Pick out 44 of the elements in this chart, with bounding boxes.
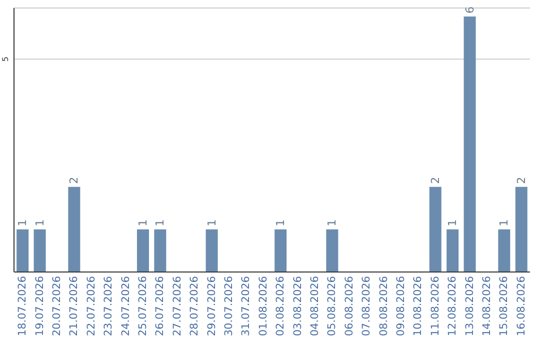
data-label: 1 bbox=[16, 219, 30, 226]
data-label: 2 bbox=[68, 176, 81, 184]
x-tick-label: 14.08.2026 bbox=[481, 276, 493, 336]
x-tick-label: 12.08.2026 bbox=[446, 276, 459, 336]
x-tick-label: 10.08.2026 bbox=[412, 276, 424, 336]
data-label: 1 bbox=[205, 219, 218, 226]
x-tick-label: 13.08.2026 bbox=[464, 276, 476, 336]
x-tick-label: 03.08.2026 bbox=[292, 276, 304, 336]
x-tick-label: 06.08.2026 bbox=[343, 276, 356, 336]
data-label: 1 bbox=[274, 219, 288, 226]
x-tick-label: 04.08.2026 bbox=[309, 276, 321, 336]
x-tick-label: 02.08.2026 bbox=[274, 276, 287, 336]
x-tick-label: 20.07.2026 bbox=[51, 276, 63, 336]
data-label: 1 bbox=[33, 219, 46, 226]
x-tick-label: 21.07.2026 bbox=[68, 276, 80, 336]
x-tick-label: 29.07.2026 bbox=[206, 276, 218, 336]
x-tick-label: 19.07.2026 bbox=[34, 276, 46, 336]
x-tick-label: 07.08.2026 bbox=[360, 276, 373, 336]
data-label: 1 bbox=[154, 219, 167, 226]
data-label: 1 bbox=[498, 219, 511, 226]
x-tick-label: 25.07.2026 bbox=[137, 276, 149, 336]
x-tick-label: 18.07.2026 bbox=[16, 276, 29, 336]
x-tick-label: 23.07.2026 bbox=[102, 276, 115, 336]
x-tick-label: 16.08.2026 bbox=[515, 276, 528, 336]
x-tick-label: 26.07.2026 bbox=[154, 276, 166, 336]
data-label: 2 bbox=[428, 176, 442, 184]
data-label: 2 bbox=[514, 176, 528, 184]
x-tick-label: 05.08.2026 bbox=[326, 276, 338, 336]
x-tick-label: 28.07.2026 bbox=[188, 276, 201, 336]
x-tick-label: 22.07.2026 bbox=[85, 276, 98, 336]
data-label: 1 bbox=[136, 219, 150, 226]
data-label: 6 bbox=[463, 6, 476, 14]
x-tick-label: 15.08.2026 bbox=[498, 276, 510, 336]
x-tick-label: 24.07.2026 bbox=[120, 276, 132, 336]
x-tick-label: 27.07.2026 bbox=[171, 276, 184, 336]
y-tick-label: 5 bbox=[1, 56, 10, 62]
data-label: 1 bbox=[446, 219, 460, 226]
x-tick-label: 01.08.2026 bbox=[257, 276, 270, 336]
x-tick-label: 30.07.2026 bbox=[223, 276, 235, 336]
x-tick-label: 09.08.2026 bbox=[395, 276, 407, 336]
x-tick-label: 11.08.2026 bbox=[429, 276, 442, 336]
x-tick-label: 08.08.2026 bbox=[378, 276, 390, 336]
data-label: 1 bbox=[326, 219, 339, 226]
x-tick-label: 31.07.2026 bbox=[240, 276, 252, 336]
